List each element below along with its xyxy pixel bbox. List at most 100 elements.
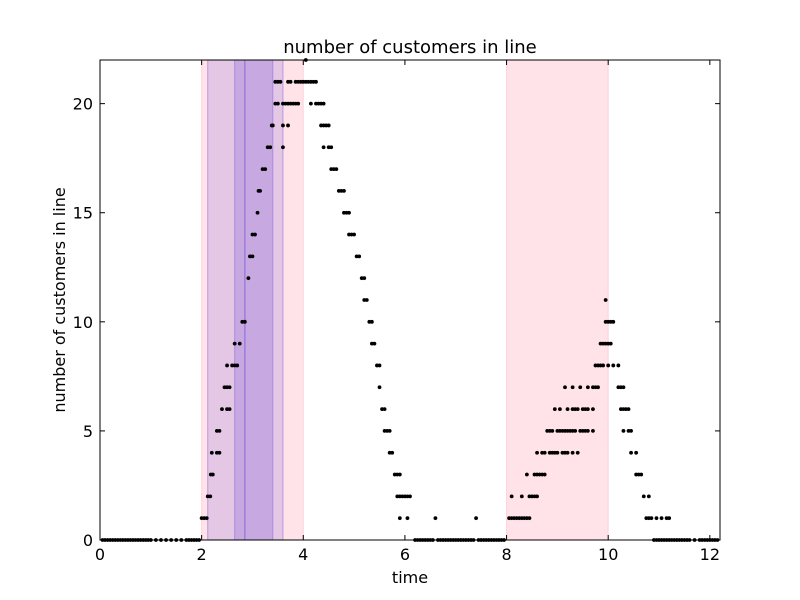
data-point: [646, 494, 651, 499]
data-point: [565, 450, 570, 455]
data-point: [390, 450, 395, 455]
highlight-bands: [201, 59, 609, 541]
data-point: [281, 145, 285, 150]
data-point: [433, 516, 438, 521]
data-point: [278, 79, 283, 84]
data-point: [634, 450, 639, 455]
data-point: [258, 189, 262, 193]
data-point: [377, 363, 382, 368]
data-point: [237, 341, 242, 346]
data-point: [377, 385, 382, 390]
y-tick-label: 10: [73, 313, 93, 332]
data-point: [405, 516, 410, 521]
data-point: [596, 385, 600, 390]
data-point: [578, 385, 583, 390]
data-point: [357, 254, 362, 259]
data-point: [288, 79, 293, 84]
data-point: [524, 472, 529, 477]
data-point: [372, 341, 377, 346]
data-point: [552, 407, 557, 411]
data-point: [563, 385, 567, 390]
data-point: [659, 516, 664, 521]
data-point: [209, 450, 214, 455]
data-point: [575, 407, 580, 411]
x-tick-label: 12: [700, 545, 720, 564]
data-point: [555, 450, 560, 455]
data-point: [641, 494, 646, 499]
data-point: [263, 167, 268, 171]
data-point: [217, 429, 222, 433]
data-point: [649, 516, 654, 521]
data-point: [286, 123, 290, 128]
data-point: [364, 298, 369, 302]
data-point: [626, 407, 631, 411]
data-point: [255, 210, 260, 215]
data-point: [321, 145, 326, 150]
data-point: [326, 123, 331, 128]
data-point: [601, 363, 606, 368]
plot-frame: [99, 59, 721, 541]
data-point: [550, 429, 555, 433]
band-pink-0: [201, 59, 304, 541]
data-point: [242, 319, 247, 324]
data-point: [227, 385, 232, 390]
data-point: [270, 123, 275, 128]
data-point: [527, 516, 532, 521]
data-point: [575, 450, 580, 455]
data-point: [608, 341, 613, 346]
data-point: [542, 472, 547, 477]
data-point: [519, 494, 524, 499]
data-point: [408, 494, 412, 499]
data-point: [369, 319, 374, 324]
data-point: [281, 123, 285, 128]
data-point: [382, 407, 387, 411]
data-point: [397, 516, 402, 521]
data-point: [667, 516, 672, 521]
data-point: [509, 494, 514, 499]
data-point: [558, 407, 562, 411]
x-tick-label: 6: [400, 545, 410, 564]
data-point: [570, 450, 575, 455]
band-pink-1: [506, 59, 609, 541]
x-axis-label: time: [392, 568, 428, 587]
data-point: [227, 407, 232, 411]
data-point: [204, 516, 209, 521]
data-point: [309, 101, 313, 106]
data-point: [342, 189, 346, 193]
data-point: [314, 79, 318, 84]
data-point: [565, 407, 570, 411]
data-point: [573, 429, 578, 433]
data-point: [250, 254, 255, 259]
data-point: [474, 516, 478, 521]
data-point: [352, 232, 356, 237]
data-point: [611, 319, 616, 324]
data-point: [585, 385, 590, 390]
y-tick-label: 20: [73, 95, 93, 114]
data-point: [362, 276, 367, 281]
data-point: [616, 363, 621, 368]
band-purple-3: [234, 59, 274, 541]
data-point: [246, 276, 251, 281]
data-point: [232, 341, 237, 346]
data-point: [329, 145, 334, 150]
data-point: [235, 363, 240, 368]
data-point: [535, 450, 539, 455]
data-point: [654, 516, 659, 521]
chart-title: number of customers in line: [283, 37, 537, 58]
data-point: [570, 385, 575, 390]
data-point: [639, 472, 644, 477]
data-points: [100, 58, 720, 542]
data-point: [210, 472, 215, 477]
data-point: [275, 101, 280, 106]
data-point: [606, 363, 611, 368]
data-point: [535, 494, 539, 499]
data-point: [542, 450, 547, 455]
x-tick-label: 8: [501, 545, 511, 564]
data-point: [591, 407, 595, 411]
x-tick-label: 2: [197, 545, 207, 564]
data-point: [347, 210, 351, 215]
y-tick-label: 0: [83, 531, 93, 550]
axis-ticks: 0 2 4 6 8 10 12 0 5 10 15 20: [73, 60, 720, 564]
x-tick-label: 0: [95, 545, 105, 564]
